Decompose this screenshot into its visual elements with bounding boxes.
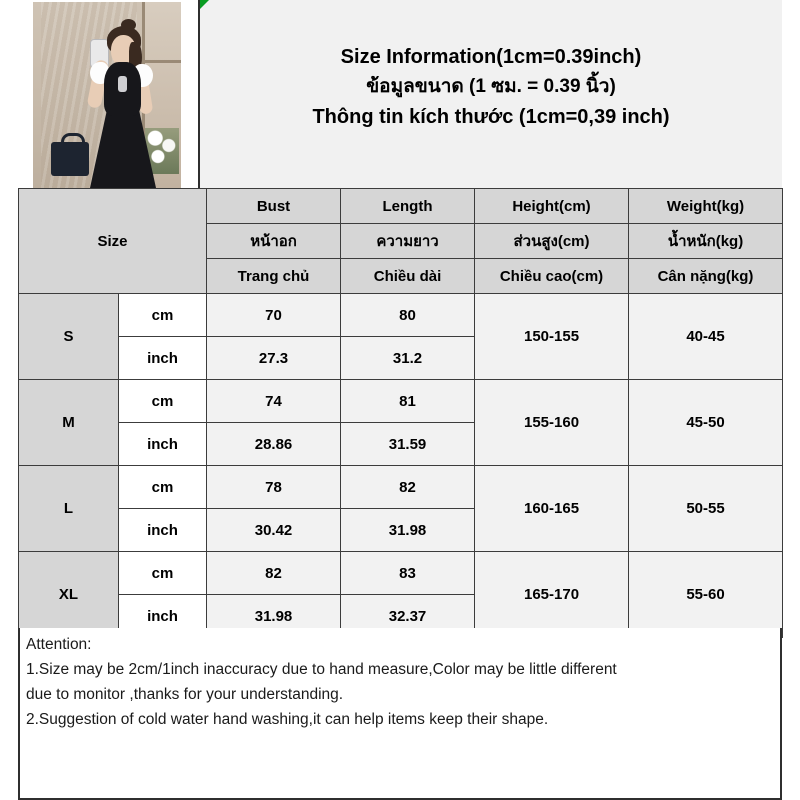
header-bust-vi: Trang chủ (206, 258, 342, 294)
cell-bust-cm: 74 (206, 379, 342, 423)
cell-length-cm: 80 (340, 293, 476, 337)
table-header-row-th: หน้าอก ความยาว ส่วนสูง(cm) น้ำหนัก(kg) (19, 223, 784, 259)
cell-bust-cm: 70 (206, 293, 342, 337)
cell-length-inch: 31.2 (340, 336, 476, 380)
cell-weight: 40-45 (628, 293, 784, 380)
row-unit-inch: inch (117, 336, 208, 380)
header-band: Size Information(1cm=0.39inch) ข้อมูลขนา… (18, 0, 782, 188)
header-bust-th: หน้าอก (206, 223, 342, 259)
row-unit-cm: cm (117, 293, 208, 337)
attention-note-2: 2.Suggestion of cold water hand washing,… (26, 711, 549, 728)
row-size-label: L (18, 465, 119, 552)
table-row: M cm 74 81 155-160 45-50 (18, 379, 784, 466)
attention-note-1-line-1: 1.Size may be 2cm/1inch inaccuracy due t… (26, 661, 617, 678)
product-photo-cell (18, 0, 200, 188)
header-height-vi: Chiều cao(cm) (474, 258, 630, 294)
header-length-vi: Chiều dài (340, 258, 476, 294)
attention-box: Attention: 1.Size may be 2cm/1inch inacc… (18, 628, 782, 800)
row-unit-cm: cm (117, 379, 208, 423)
attention-note-1-line-2: due to monitor ,thanks for your understa… (26, 686, 344, 703)
cell-weight: 55-60 (628, 551, 784, 638)
header-weight-vi: Cân nặng(kg) (628, 258, 784, 294)
photo-brooch (118, 76, 127, 92)
cell-height: 160-165 (474, 465, 630, 552)
row-unit-inch: inch (117, 422, 208, 466)
row-size-label: XL (18, 551, 119, 638)
table-header-row-vi: Trang chủ Chiều dài Chiều cao(cm) Cân nặ… (19, 258, 784, 294)
row-unit-inch: inch (117, 508, 208, 552)
row-unit-cm: cm (117, 465, 208, 509)
title-cell: Size Information(1cm=0.39inch) ข้อมูลขนา… (200, 0, 782, 188)
header-bust-en: Bust (206, 188, 342, 224)
photo-handbag (51, 133, 89, 176)
cell-height: 155-160 (474, 379, 630, 466)
table-row: XL cm 82 83 165-170 55-60 (18, 551, 784, 638)
header-length-th: ความยาว (340, 223, 476, 259)
size-header-cell: Size (17, 188, 208, 294)
cell-length-cm: 83 (340, 551, 476, 595)
cell-height: 150-155 (474, 293, 630, 380)
cell-bust-inch: 28.86 (206, 422, 342, 466)
table-row: L cm 78 82 160-165 50-55 (18, 465, 784, 552)
cell-bust-inch: 30.42 (206, 508, 342, 552)
header-height-th: ส่วนสูง(cm) (474, 223, 630, 259)
cell-weight: 50-55 (628, 465, 784, 552)
row-unit-cm: cm (117, 551, 208, 595)
header-weight-en: Weight(kg) (628, 188, 784, 224)
product-photo (33, 2, 181, 188)
cell-bust-cm: 78 (206, 465, 342, 509)
header-height-en: Height(cm) (474, 188, 630, 224)
table-row: inch 28.86 31.59 (19, 422, 783, 466)
attention-heading: Attention: (26, 636, 92, 653)
size-table: Size Bust Length Height(cm) Weight(kg) ห… (17, 188, 784, 638)
cell-bust-cm: 82 (206, 551, 342, 595)
table-header-row-en: Size Bust Length Height(cm) Weight(kg) (17, 188, 784, 294)
cell-bust-inch: 27.3 (206, 336, 342, 380)
cell-length-cm: 82 (340, 465, 476, 509)
photo-hair-bun (121, 19, 136, 31)
table-row: S cm 70 80 150-155 40-45 (18, 293, 784, 380)
cell-weight: 45-50 (628, 379, 784, 466)
title-line-en: Size Information(1cm=0.39inch) (340, 46, 642, 68)
title-line-vi: Thông tin kích thước (1cm=0,39 inch) (312, 106, 670, 128)
comment-marker-icon (200, 0, 209, 9)
row-size-label: M (18, 379, 119, 466)
header-weight-th: น้ำหนัก(kg) (628, 223, 784, 259)
header-length-en: Length (340, 188, 476, 224)
table-row: inch 27.3 31.2 (19, 336, 783, 380)
cell-length-inch: 31.59 (340, 422, 476, 466)
cell-length-cm: 81 (340, 379, 476, 423)
row-size-label: S (18, 293, 119, 380)
cell-height: 165-170 (474, 551, 630, 638)
title-line-th: ข้อมูลขนาด (1 ซม. = 0.39 นิ้ว) (366, 76, 616, 97)
cell-length-inch: 31.98 (340, 508, 476, 552)
